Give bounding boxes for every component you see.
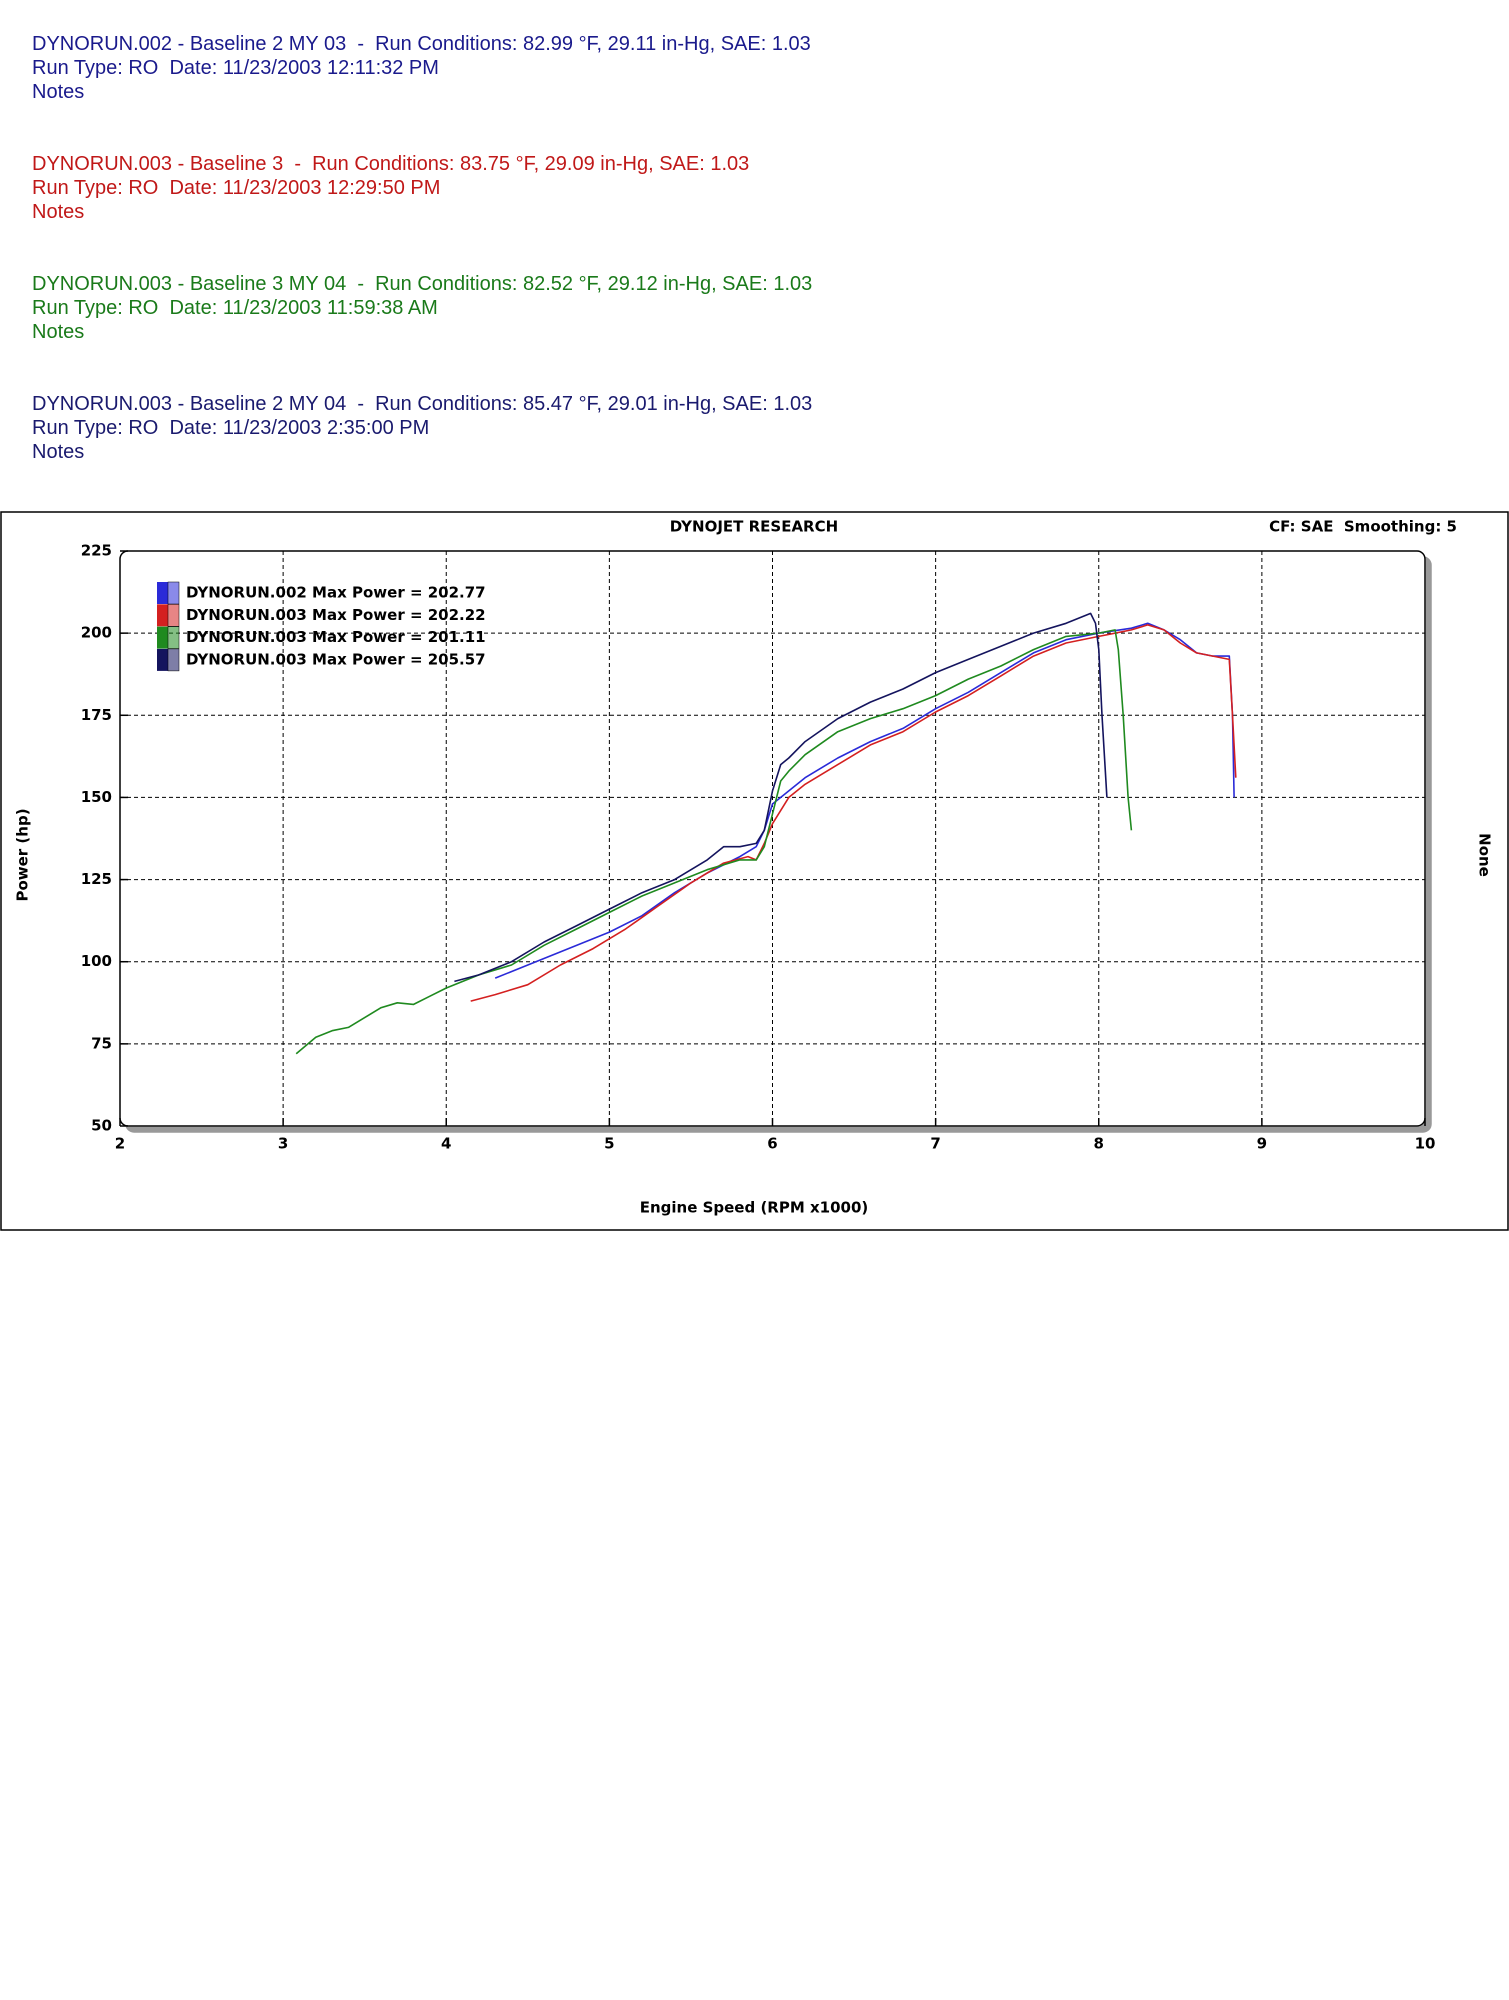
legend-swatch-shade (167, 626, 180, 649)
run-title: DYNORUN.003 - Baseline 3 - Run Condition… (32, 153, 750, 175)
x-tick-label: 2 (115, 1135, 125, 1153)
y-axis-label: Power (hp) (14, 808, 32, 901)
right-axis-label: None (1476, 833, 1494, 877)
x-axis-label: Engine Speed (RPM x1000) (640, 1199, 869, 1217)
run-run-type: Run Type: RO Date: 11/23/2003 2:35:00 PM (32, 417, 430, 439)
run-notes: Notes (32, 441, 85, 463)
y-tick-label: 75 (91, 1034, 112, 1052)
legend-label: DYNORUN.002 Max Power = 202.77 (186, 584, 486, 602)
run-run-type: Run Type: RO Date: 11/23/2003 12:11:32 P… (32, 57, 439, 79)
x-tick-label: 3 (278, 1135, 288, 1153)
x-tick-label: 4 (441, 1135, 451, 1153)
series-line (295, 629, 1133, 1055)
series-line (470, 624, 1237, 1002)
x-tick-label: 5 (604, 1135, 614, 1153)
chart-frame (0, 511, 1509, 1231)
run-notes: Notes (32, 201, 85, 223)
legend-swatch (157, 626, 168, 649)
y-tick-label: 50 (91, 1117, 112, 1135)
legend-swatch-shade (167, 581, 180, 605)
y-tick-label: 200 (81, 624, 112, 642)
chart: DYNOJET RESEARCH CF: SAE Smoothing: 5 En… (0, 511, 1509, 1231)
corner-note: CF: SAE Smoothing: 5 (1269, 518, 1457, 536)
y-tick-label: 150 (81, 788, 112, 806)
run-title: DYNORUN.002 - Baseline 2 MY 03 - Run Con… (32, 33, 811, 55)
y-tick-label: 225 (81, 542, 112, 560)
x-tick-label: 8 (1094, 1135, 1104, 1153)
run-notes: Notes (32, 81, 85, 103)
series-line (454, 612, 1108, 983)
legend-swatch (157, 604, 168, 627)
chart-title: DYNOJET RESEARCH (670, 518, 838, 536)
y-tick-label: 125 (81, 870, 112, 888)
x-tick-label: 7 (930, 1135, 940, 1153)
x-tick-label: 6 (767, 1135, 777, 1153)
run-notes: Notes (32, 321, 85, 343)
run-run-type: Run Type: RO Date: 11/23/2003 12:29:50 P… (32, 177, 441, 199)
legend-swatch (157, 582, 168, 604)
legend-swatch-shade (167, 604, 180, 627)
legend-swatch (157, 648, 168, 671)
legend-label: DYNORUN.003 Max Power = 201.11 (186, 628, 486, 646)
run-run-type: Run Type: RO Date: 11/23/2003 11:59:38 A… (32, 297, 438, 319)
run-title: DYNORUN.003 - Baseline 2 MY 04 - Run Con… (32, 393, 813, 415)
run-title: DYNORUN.003 - Baseline 3 MY 04 - Run Con… (32, 273, 813, 295)
series-line (494, 622, 1235, 979)
legend-label: DYNORUN.003 Max Power = 202.22 (186, 606, 486, 624)
y-tick-label: 175 (81, 706, 112, 724)
legend-swatch-shade (167, 648, 180, 672)
x-tick-label: 10 (1415, 1135, 1436, 1153)
legend-label: DYNORUN.003 Max Power = 205.57 (186, 650, 486, 668)
y-tick-label: 100 (81, 952, 112, 970)
x-tick-label: 9 (1257, 1135, 1267, 1153)
